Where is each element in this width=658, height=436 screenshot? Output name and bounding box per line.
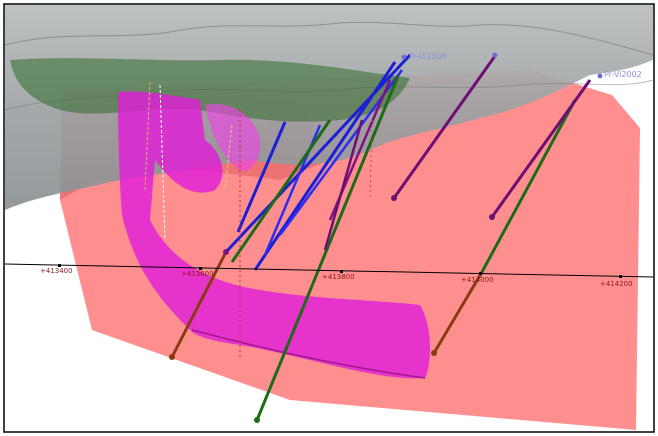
collar-marker xyxy=(597,73,603,79)
ore-body xyxy=(118,91,430,379)
drillhole-end-marker xyxy=(223,249,229,255)
drillhole-green xyxy=(480,99,577,273)
axis-tick-label: +414000 xyxy=(461,276,494,284)
drillhole-blue xyxy=(253,61,397,271)
assay-hole xyxy=(159,84,166,241)
collar-label: Pr-Vi2008 xyxy=(409,52,447,61)
collar-marker xyxy=(401,54,407,60)
drillhole-end-marker xyxy=(169,354,175,360)
drillhole-purple xyxy=(490,79,592,218)
axis-tick-label: +413600 xyxy=(181,270,214,278)
axis-tick-marks xyxy=(58,264,622,278)
drillhole-brown xyxy=(170,251,228,358)
drillhole-purple xyxy=(323,119,364,251)
easting-axis-line xyxy=(4,263,654,278)
assay-hole xyxy=(144,81,151,191)
drillhole-green xyxy=(255,75,400,421)
drillhole-purple xyxy=(392,55,497,199)
drillhole-end-markers xyxy=(391,195,495,220)
drillhole-green xyxy=(230,119,332,263)
viewport-border xyxy=(3,3,655,433)
assay-hole xyxy=(224,124,233,191)
drillhole-end-marker xyxy=(431,350,437,356)
axis-tick-label: +414200 xyxy=(600,280,633,288)
drillhole-brown xyxy=(432,271,484,354)
axis-tick-label: +413800 xyxy=(322,273,355,281)
collar-label: Pr-Vi2002 xyxy=(604,70,642,79)
collar-marker xyxy=(492,52,498,58)
ore-body-edge xyxy=(191,329,426,379)
ore-body-lobe xyxy=(205,104,261,171)
terrain-green-band xyxy=(10,58,410,122)
drillhole-end-marker xyxy=(254,417,260,423)
drillhole-blue xyxy=(236,121,287,233)
assay-hole xyxy=(369,119,373,201)
terrain-ridge-line xyxy=(4,21,654,56)
axis-tick-label: +413400 xyxy=(40,267,73,275)
